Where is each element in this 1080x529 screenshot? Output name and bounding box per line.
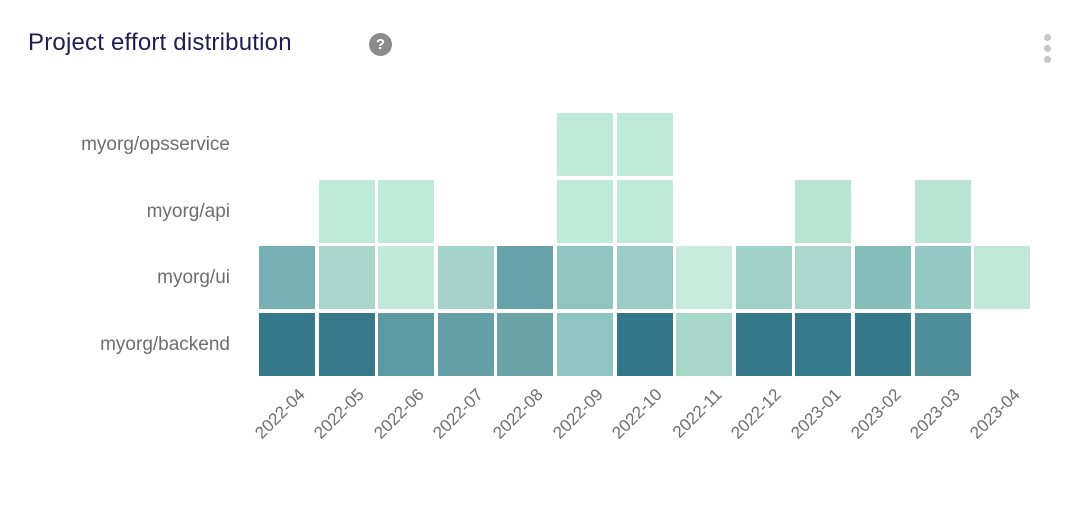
heatmap-cell[interactable] <box>855 312 911 376</box>
heatmap-cell[interactable] <box>378 312 435 376</box>
y-axis-label: myorg/opsservice <box>81 134 230 155</box>
y-axis-label: myorg/api <box>146 200 230 222</box>
heatmap-cell[interactable] <box>378 179 435 243</box>
x-axis-label: 2023-04 <box>966 384 1024 443</box>
heatmap-cell[interactable] <box>616 246 673 309</box>
x-axis-label: 2022-10 <box>608 384 667 443</box>
heatmap-cell[interactable] <box>616 113 673 176</box>
heatmap-cell[interactable] <box>914 312 971 376</box>
heatmap-cell[interactable] <box>795 312 852 376</box>
kebab-dot <box>1043 56 1051 63</box>
heatmap-cell[interactable] <box>914 246 971 309</box>
x-axis-label: 2022-09 <box>548 384 607 443</box>
heatmap-cell[interactable] <box>318 179 375 243</box>
heatmap-cell[interactable] <box>557 179 613 243</box>
heatmap-cell[interactable] <box>795 246 852 309</box>
x-axis-label: 2022-06 <box>370 384 428 443</box>
heatmap-cell[interactable] <box>557 246 613 309</box>
heatmap-cell[interactable] <box>557 113 613 176</box>
heatmap-cell[interactable] <box>378 246 435 309</box>
x-axis-label: 2022-11 <box>668 384 726 442</box>
heatmap-cell[interactable] <box>616 312 673 376</box>
heatmap-cell[interactable] <box>914 179 971 243</box>
x-axis-label: 2022-12 <box>727 384 786 443</box>
heatmap-cell[interactable] <box>676 312 733 376</box>
kebab-dot <box>1043 45 1051 52</box>
heatmap-cell[interactable] <box>318 312 375 376</box>
heatmap-cell[interactable] <box>735 312 792 376</box>
x-axis-label: 2022-08 <box>489 384 547 443</box>
heatmap-cell[interactable] <box>616 179 673 243</box>
heatmap-cell[interactable] <box>497 312 554 376</box>
page-title: Project effort distribution <box>28 29 292 56</box>
heatmap-cell[interactable] <box>855 246 911 309</box>
heatmap-cell[interactable] <box>318 246 375 309</box>
question-mark-glyph: ? <box>375 36 386 53</box>
more-options-icon[interactable] <box>1040 34 1054 63</box>
x-axis-label: 2022-04 <box>250 384 309 443</box>
heatmap-cell[interactable] <box>557 312 613 376</box>
heatmap-cell[interactable] <box>437 246 494 309</box>
y-axis-label: myorg/backend <box>100 333 230 355</box>
x-axis-label: 2022-05 <box>310 384 369 443</box>
x-axis-label: 2023-01 <box>787 384 845 443</box>
heatmap-cell[interactable] <box>259 246 315 309</box>
heatmap-cell[interactable] <box>974 246 1031 309</box>
heatmap-cell[interactable] <box>676 246 733 309</box>
heatmap-cell[interactable] <box>795 179 852 243</box>
help-icon[interactable]: ? <box>369 33 392 56</box>
x-axis-label: 2023-02 <box>846 384 905 443</box>
x-axis-label: 2023-03 <box>906 384 965 443</box>
heatmap-cell[interactable] <box>437 312 494 376</box>
heatmap-cell[interactable] <box>735 246 792 309</box>
kebab-dot <box>1043 34 1051 41</box>
heatmap-cell[interactable] <box>259 312 315 376</box>
y-axis-label: myorg/ui <box>157 267 230 288</box>
x-axis-label: 2022-07 <box>429 384 488 443</box>
heatmap-cell[interactable] <box>497 246 554 309</box>
